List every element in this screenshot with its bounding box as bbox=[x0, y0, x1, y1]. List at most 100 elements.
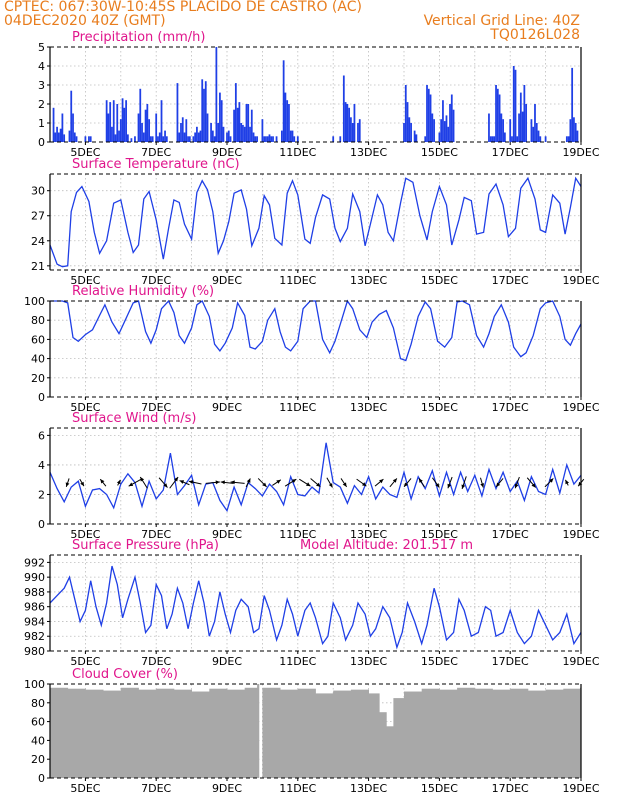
precip-bar bbox=[192, 136, 195, 142]
precip-bar bbox=[348, 107, 351, 142]
wind-arrow-head bbox=[549, 478, 554, 483]
pressure-ytick-label: 992 bbox=[24, 556, 45, 569]
wind-arrow-head bbox=[362, 482, 367, 487]
cloud-cover-bar bbox=[333, 690, 352, 778]
precip-bar bbox=[54, 132, 57, 142]
temp-xtick-label: 15DEC bbox=[421, 274, 458, 287]
precip-bar bbox=[211, 130, 214, 142]
cloud-cover-bar bbox=[103, 690, 122, 778]
precip-bar bbox=[502, 119, 505, 142]
precip-bar bbox=[109, 102, 112, 142]
precip-xtick-label: 19DEC bbox=[562, 146, 599, 159]
humidity-xtick-label: 13DEC bbox=[350, 401, 387, 414]
cloud-ytick-label: 60 bbox=[31, 716, 45, 729]
wind-arrow-head bbox=[531, 483, 536, 488]
cloud-cover-bar bbox=[315, 693, 334, 778]
wind-arrow-head bbox=[116, 479, 121, 485]
temp-xtick-label: 5DEC bbox=[70, 274, 100, 287]
precip-bar bbox=[491, 136, 494, 142]
precip-bar bbox=[194, 132, 197, 142]
cloud-ytick-label: 40 bbox=[31, 734, 45, 747]
wind-arrow-head bbox=[276, 479, 281, 484]
precip-bar bbox=[272, 136, 274, 142]
pressure-ytick-label: 988 bbox=[24, 586, 45, 599]
precip-bar bbox=[72, 113, 74, 142]
precip-title: Precipitation (mm/h) bbox=[72, 30, 205, 45]
wind-arrow-head bbox=[291, 479, 297, 483]
wind-arrow-head bbox=[379, 479, 384, 484]
precip-xtick-label: 5DEC bbox=[70, 146, 100, 159]
precip-bar bbox=[357, 123, 359, 142]
temp-xtick-label: 13DEC bbox=[350, 274, 387, 287]
cloud-cover-bar bbox=[563, 688, 582, 778]
precip-bar bbox=[288, 104, 290, 142]
precip-bar bbox=[523, 85, 526, 142]
precip-bar bbox=[57, 132, 60, 142]
precip-bar bbox=[146, 104, 149, 142]
precip-bar bbox=[141, 123, 143, 142]
wind-arrow-head bbox=[128, 482, 134, 487]
pressure-title: Surface Pressure (hPa) bbox=[72, 538, 219, 553]
pressure-xtick-label: 19DEC bbox=[562, 655, 599, 668]
cloud-cover-bar bbox=[386, 726, 394, 778]
precip-bar bbox=[521, 111, 524, 142]
cloud-cover-bar bbox=[545, 689, 564, 778]
precip-bar bbox=[519, 92, 522, 142]
precip-bar bbox=[116, 104, 119, 142]
cloud-cover-bar bbox=[262, 687, 281, 778]
cloud-cover-bar bbox=[244, 687, 258, 778]
cloud-ytick-label: 80 bbox=[31, 697, 45, 710]
wind-arrow-head bbox=[188, 480, 194, 484]
pressure-xtick-label: 11DEC bbox=[279, 655, 316, 668]
wind-series-line bbox=[49, 442, 582, 513]
wind-arrow-head bbox=[392, 478, 397, 483]
wind-arrow-head bbox=[514, 483, 519, 489]
precip-bar bbox=[181, 117, 184, 142]
precip-bar bbox=[52, 107, 55, 142]
pressure-ytick-label: 980 bbox=[24, 645, 45, 658]
pressure-xtick-label: 7DEC bbox=[141, 655, 171, 668]
wind-arrow-head bbox=[328, 483, 333, 488]
precip-bar bbox=[438, 132, 441, 142]
humidity-xtick-label: 15DEC bbox=[421, 401, 458, 414]
precip-bar bbox=[431, 113, 434, 142]
precip-bar bbox=[443, 121, 446, 142]
precip-bar bbox=[197, 132, 200, 142]
cloud-cover-bar bbox=[85, 689, 104, 778]
precip-bar bbox=[450, 94, 453, 142]
pressure-ytick-label: 982 bbox=[24, 630, 45, 643]
precip-bar bbox=[121, 98, 124, 142]
precip-bar bbox=[449, 104, 451, 142]
cloud-xtick-label: 9DEC bbox=[212, 782, 242, 795]
precip-bar bbox=[178, 132, 181, 142]
precip-bar bbox=[217, 123, 220, 142]
precip-bar bbox=[176, 83, 179, 142]
cloud-cover-bar bbox=[120, 687, 139, 778]
precip-bar bbox=[219, 92, 221, 142]
precip-bar bbox=[139, 88, 142, 142]
precip-bar bbox=[75, 136, 78, 142]
precip-bar bbox=[187, 136, 189, 142]
precip-bar bbox=[565, 136, 568, 142]
pressure-xtick-label: 15DEC bbox=[421, 655, 458, 668]
precip-bar bbox=[105, 100, 108, 142]
precip-bar bbox=[118, 130, 120, 142]
precip-bar bbox=[210, 123, 212, 142]
precip-bar bbox=[61, 113, 64, 142]
cloud-cover-bar bbox=[280, 689, 299, 778]
precip-bar bbox=[429, 94, 432, 142]
precip-bar bbox=[89, 136, 92, 142]
wind-xtick-label: 17DEC bbox=[492, 528, 529, 541]
temp-xtick-label: 11DEC bbox=[279, 274, 316, 287]
precip-bar bbox=[286, 100, 289, 142]
humidity-xtick-label: 17DEC bbox=[492, 401, 529, 414]
precip-bar bbox=[445, 115, 448, 142]
precip-xtick-label: 17DEC bbox=[492, 146, 529, 159]
temp-series-line bbox=[49, 176, 582, 268]
cloud-cover-bar bbox=[209, 688, 228, 778]
precip-bar bbox=[155, 113, 158, 142]
cloud-cover-bar bbox=[457, 687, 476, 778]
precip-bar bbox=[293, 136, 296, 142]
humidity-xtick-label: 9DEC bbox=[212, 401, 242, 414]
